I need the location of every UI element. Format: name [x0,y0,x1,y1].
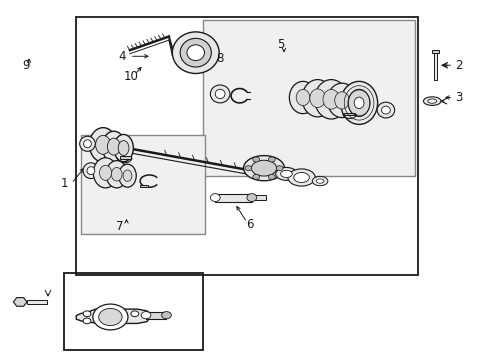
Bar [27,300,46,304]
Circle shape [252,174,259,179]
Circle shape [131,311,139,317]
Ellipse shape [123,170,132,181]
Bar [344,113,354,116]
Text: 8: 8 [216,51,224,64]
Ellipse shape [210,85,229,103]
Ellipse shape [323,89,339,109]
Ellipse shape [107,138,120,155]
Ellipse shape [215,89,224,99]
Ellipse shape [340,81,377,125]
Bar [431,50,438,53]
Circle shape [99,309,122,325]
Ellipse shape [118,141,129,156]
Ellipse shape [141,312,151,319]
Ellipse shape [314,80,347,119]
Ellipse shape [95,135,110,154]
Text: 7: 7 [116,220,123,233]
Text: 9: 9 [22,59,30,72]
Ellipse shape [80,136,95,151]
Bar [81,135,205,234]
Ellipse shape [381,106,389,114]
Ellipse shape [114,134,133,162]
Ellipse shape [172,32,219,73]
Bar [146,312,166,319]
Ellipse shape [353,97,363,109]
Ellipse shape [287,169,315,186]
Bar [64,273,203,350]
Circle shape [252,157,259,162]
Ellipse shape [161,312,171,319]
Ellipse shape [243,156,284,181]
Ellipse shape [423,97,440,105]
Ellipse shape [186,45,204,60]
Ellipse shape [251,160,276,176]
Bar [251,195,266,200]
Ellipse shape [289,81,316,114]
Text: 4: 4 [119,50,126,63]
Ellipse shape [376,102,394,118]
Ellipse shape [180,39,211,67]
Ellipse shape [280,170,292,177]
Ellipse shape [427,99,436,103]
Bar [215,194,251,202]
Text: 3: 3 [454,91,462,104]
Ellipse shape [111,167,122,181]
Circle shape [244,166,251,171]
Bar [120,156,131,159]
Ellipse shape [102,131,125,162]
Ellipse shape [334,92,348,109]
Polygon shape [76,309,149,323]
Ellipse shape [275,167,297,180]
Bar [140,185,148,187]
Ellipse shape [293,172,309,183]
Ellipse shape [83,163,99,179]
Ellipse shape [210,194,220,202]
Text: 1: 1 [60,177,68,190]
Bar [76,17,417,275]
Ellipse shape [119,164,136,187]
Circle shape [93,304,128,330]
Ellipse shape [93,158,118,188]
Text: 2: 2 [454,59,462,72]
Ellipse shape [296,89,309,105]
Ellipse shape [83,140,91,148]
Circle shape [276,166,283,171]
Text: 6: 6 [245,218,253,231]
Ellipse shape [99,165,111,180]
Text: 5: 5 [277,38,284,51]
Circle shape [268,157,275,162]
Ellipse shape [327,83,356,118]
Circle shape [83,318,91,324]
Ellipse shape [246,194,256,202]
Ellipse shape [347,89,369,117]
Ellipse shape [87,167,95,175]
Text: 10: 10 [123,69,139,82]
Ellipse shape [312,176,327,186]
Circle shape [268,174,275,179]
Bar [433,51,436,80]
Circle shape [83,311,91,317]
Ellipse shape [302,80,332,117]
Ellipse shape [106,161,127,188]
Ellipse shape [89,128,117,162]
Ellipse shape [309,89,325,108]
Ellipse shape [316,179,324,183]
Bar [203,21,414,176]
